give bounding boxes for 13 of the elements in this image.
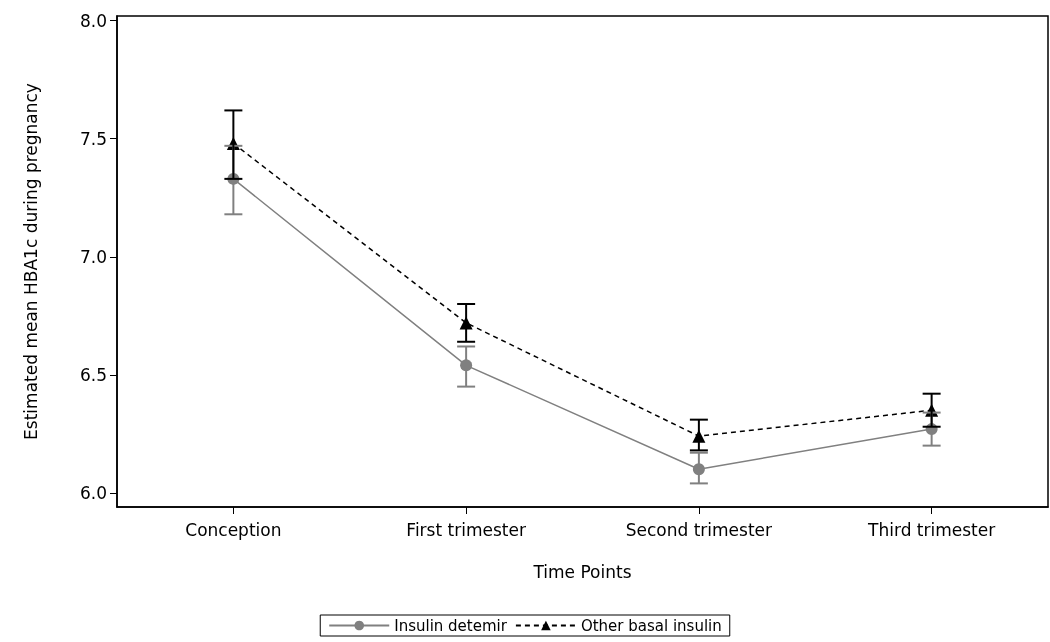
x-tick-label: First trimester [406,519,526,540]
x-tick-label: Third trimester [867,519,996,540]
legend-label: Insulin detemir [394,616,508,635]
y-tick-label: 6.0 [79,482,107,503]
y-tick-label: 8.0 [79,10,107,31]
y-tick-label: 7.5 [79,128,107,149]
y-tick-label: 6.5 [79,364,107,385]
x-tick-label: Conception [185,519,282,540]
x-tick-label: Second trimester [625,519,773,540]
y-tick-label: 7.0 [79,246,107,267]
legend-label: Other basal insulin [580,616,722,635]
x-axis-title: Time Points [532,561,632,582]
y-axis-title: Estimated mean HBA1c during pregnancy [20,83,41,440]
